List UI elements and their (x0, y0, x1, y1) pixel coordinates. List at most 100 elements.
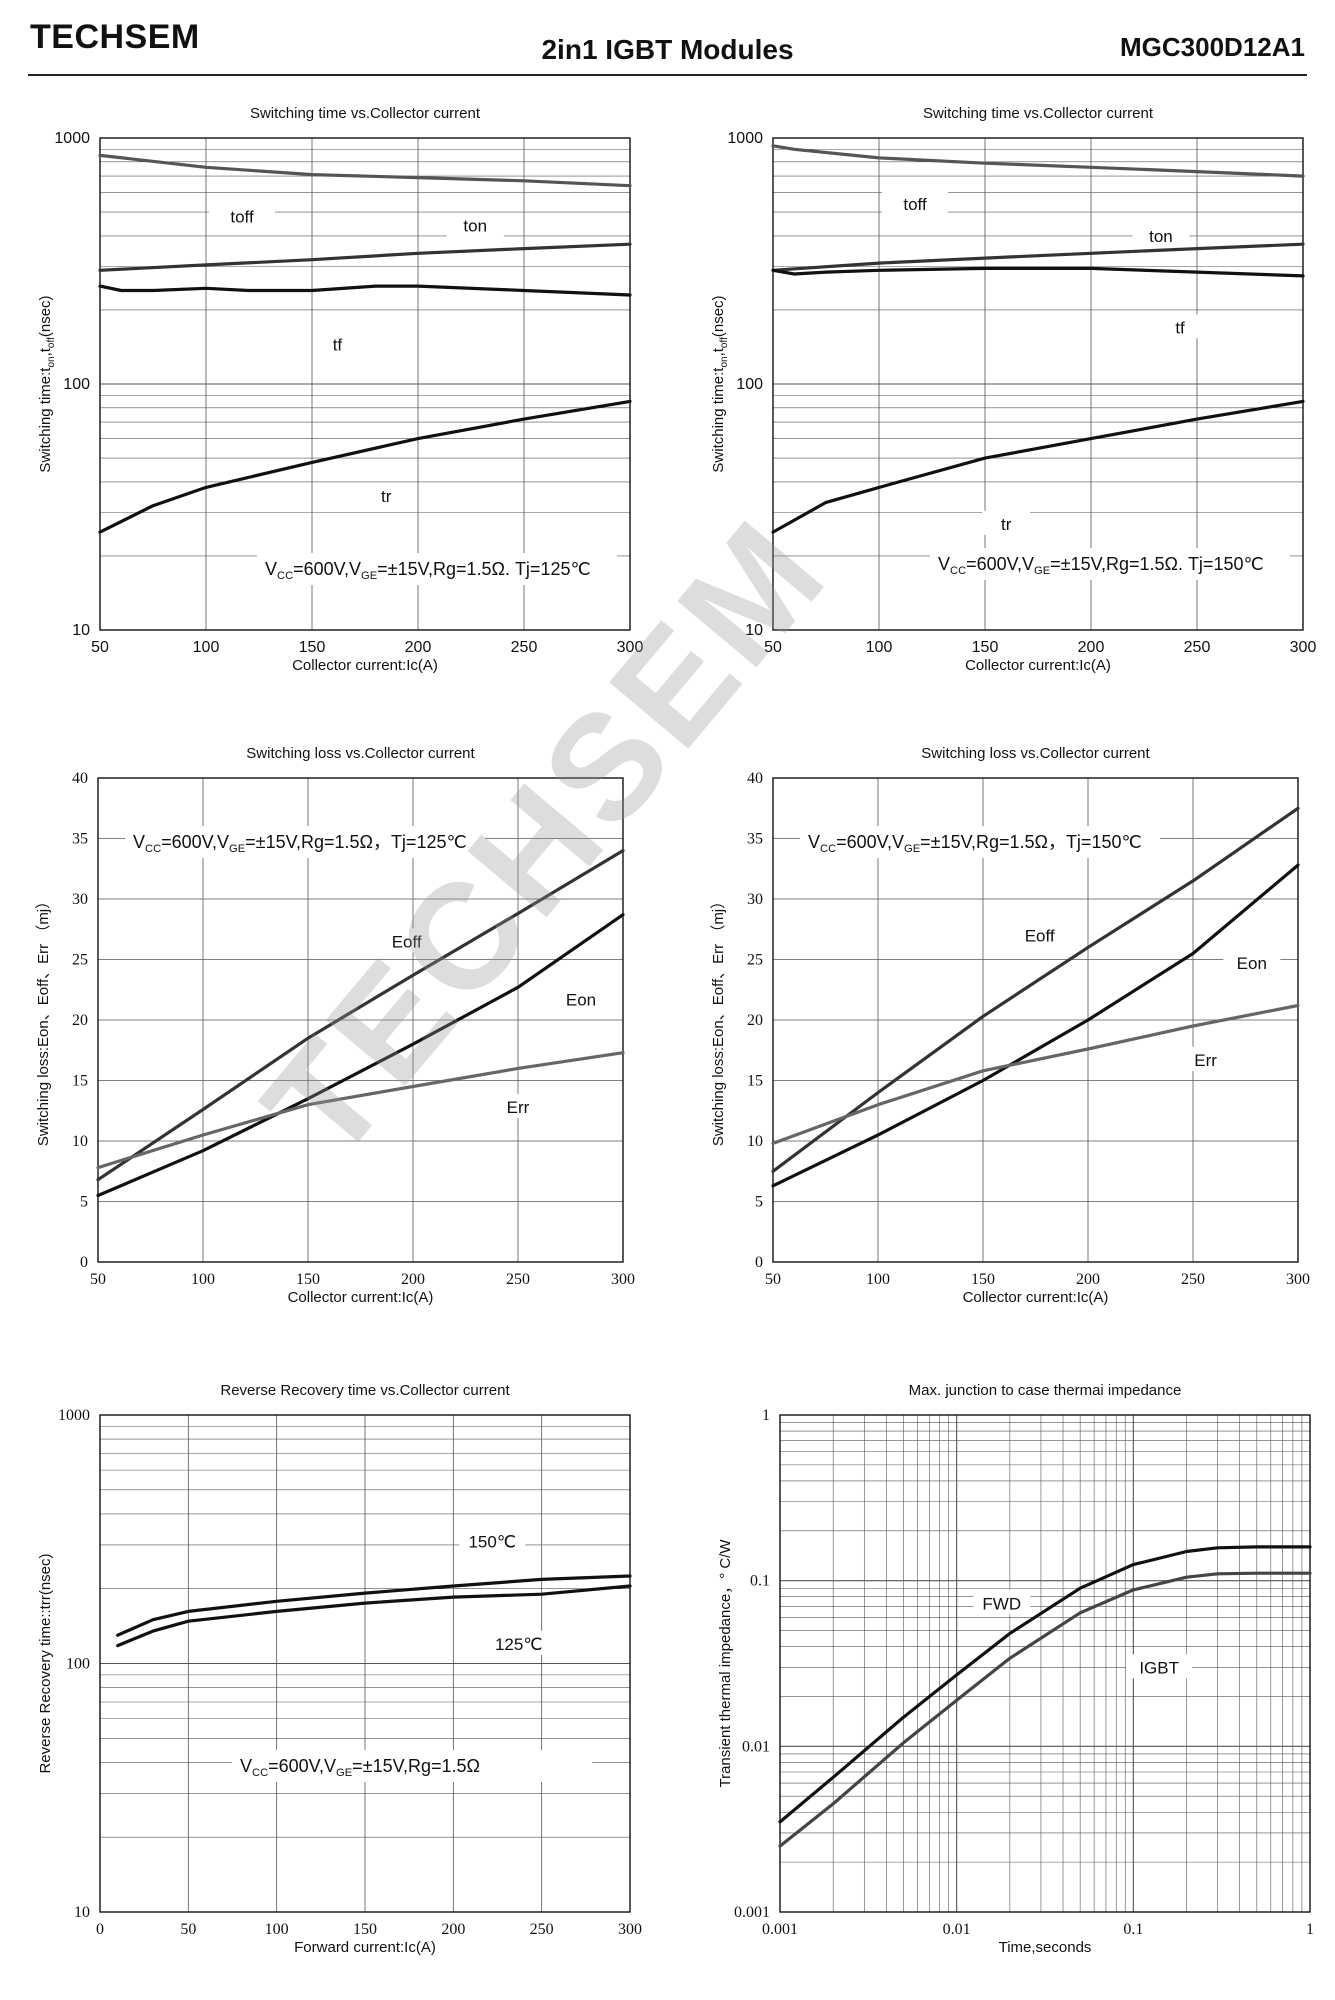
curve-label: Eoff (1025, 926, 1055, 945)
curve-label: FWD (982, 1594, 1021, 1613)
annotation-backdrop (800, 826, 1160, 858)
chart-title: Max. junction to case thermai impedance (909, 1382, 1182, 1399)
y-axis-label: Switching loss:Eon、Eoff、Err （mj） (710, 894, 727, 1146)
series-line-Eon (771, 863, 1300, 1188)
x-tick-label: 200 (441, 1921, 465, 1938)
x-tick-label: 200 (1078, 639, 1105, 656)
curve-label: tf (1175, 318, 1185, 337)
page-header: TECHSEM 2in1 IGBT Modules MGC300D12A1 (0, 0, 1335, 80)
chart-c6: 0.001 0.01 0.1 1 0.001 0.01 0.1 1 Max. junction … (717, 1382, 1314, 1956)
chart-title: Switching loss vs.Collector current (246, 745, 475, 762)
series-line-Eoff (771, 806, 1300, 1173)
series-line-Eon (96, 913, 625, 1198)
y-tick-label: 20 (72, 1012, 88, 1029)
x-axis-label: Forward current:Ic(A) (294, 1939, 436, 1956)
x-tick-label: 300 (1286, 1271, 1310, 1288)
chart-title: Switching loss vs.Collector current (921, 745, 1150, 762)
y-tick-label: 5 (80, 1194, 88, 1211)
y-tick-label: 0.01 (742, 1738, 770, 1755)
plot-frame (97, 777, 624, 1263)
test-conditions-annotation: VCC=600V,VGE=±15V,Rg=1.5Ω. Tj=150℃ (938, 554, 1264, 577)
curve-label: tr (1001, 515, 1012, 534)
chart-c2: 50 100 150 200 250 300 10 100 1000 Switching time… (710, 105, 1316, 674)
curve-label-backdrop (1223, 950, 1281, 975)
chart-c1: 50 100 150 200 250 300 10 100 1000 Switching time… (37, 105, 643, 674)
y-tick-label: 0.1 (750, 1573, 770, 1590)
x-tick-label: 1 (1306, 1921, 1314, 1938)
x-tick-label: 200 (1076, 1271, 1100, 1288)
x-tick-label: 50 (91, 639, 109, 656)
x-axis-label: Collector current:Ic(A) (965, 657, 1111, 674)
y-axis-label: Switching loss:Eon、Eoff、Err （mj） (35, 894, 52, 1146)
x-tick-label: 300 (611, 1271, 635, 1288)
y-axis-label: Switching time:ton,toff(nsec) (37, 295, 57, 472)
x-tick-label: 200 (405, 639, 432, 656)
y-axis-label: Transient thermal impedance，° C/W (717, 1539, 734, 1788)
y-tick-label: 10 (72, 622, 90, 639)
y-tick-label: 30 (72, 891, 88, 908)
curve-label-backdrop (1132, 222, 1190, 247)
curve-label: tr (381, 487, 392, 506)
y-tick-label: 35 (747, 831, 763, 848)
brand-logo-text: TECHSEM (30, 18, 200, 56)
y-axis-label: Reverse Recovery time::trr(nsec) (37, 1553, 54, 1773)
series-line-125 (116, 1584, 632, 1648)
series-line-tf (98, 284, 632, 297)
x-tick-label: 150 (971, 1271, 995, 1288)
x-tick-label: 100 (866, 639, 893, 656)
chart-c3: 50 100 150 200 250 300 0 5 10 15 20 25 30 35 40 Switchi… (35, 745, 635, 1306)
plot-frame (772, 137, 1304, 631)
chart-c4: 50 100 150 200 250 300 0 5 10 15 20 25 30 35 40 Switchi… (710, 745, 1310, 1306)
y-tick-label: 1000 (54, 130, 90, 147)
curve-label-backdrop (485, 1630, 552, 1655)
x-tick-label: 250 (506, 1271, 530, 1288)
y-tick-label: 30 (747, 891, 763, 908)
x-tick-label: 0.001 (762, 1921, 798, 1938)
y-tick-label: 10 (747, 1133, 763, 1150)
grid-lines (780, 1415, 1310, 1912)
test-conditions-annotation: VCC=600V,VGE=±15V,Rg=1.5Ω，Tj=150℃ (808, 832, 1142, 855)
curve-label: Eon (566, 990, 596, 1009)
chart-title: Switching time vs.Collector current (923, 105, 1154, 122)
x-tick-label: 100 (191, 1271, 215, 1288)
y-tick-label: 0 (80, 1254, 88, 1271)
chart-title: Switching time vs.Collector current (250, 105, 481, 122)
series-line-150 (116, 1574, 632, 1637)
plot-frame (99, 137, 631, 631)
y-tick-label: 5 (755, 1194, 763, 1211)
plot-frame (779, 1414, 1311, 1913)
annotation-backdrop (930, 548, 1290, 580)
curve-label: 125℃ (495, 1635, 542, 1654)
y-tick-label: 40 (747, 770, 763, 787)
x-tick-label: 50 (764, 639, 782, 656)
x-tick-label: 50 (180, 1921, 196, 1938)
series-line-FWD (778, 1545, 1312, 1824)
curve-label-backdrop (552, 986, 610, 1011)
annotation-backdrop (125, 826, 485, 858)
series-line-tf (771, 266, 1305, 278)
x-tick-label: 50 (765, 1271, 781, 1288)
x-tick-label: 0.1 (1123, 1921, 1143, 1938)
series-line-toff (98, 153, 632, 188)
series-line-Err (96, 1051, 625, 1170)
x-axis-label: Collector current:Ic(A) (292, 657, 438, 674)
curve-label: toff (903, 195, 927, 214)
grid-lines (99, 138, 631, 630)
curve-label: 150℃ (468, 1532, 515, 1551)
curve-label: IGBT (1139, 1658, 1179, 1677)
y-tick-label: 10 (72, 1133, 88, 1150)
curve-label-backdrop (313, 331, 362, 356)
y-tick-label: 10 (745, 622, 763, 639)
curve-label-backdrop (1126, 1654, 1193, 1679)
curve-label-backdrop (1177, 1046, 1235, 1071)
y-tick-label: 25 (72, 952, 88, 969)
curve-label-backdrop (362, 483, 411, 508)
x-tick-label: 150 (296, 1271, 320, 1288)
y-axis-label: Switching time:ton,toff(nsec) (710, 295, 730, 472)
y-tick-label: 15 (72, 1073, 88, 1090)
curve-label: Err (507, 1098, 530, 1117)
x-axis-label: Collector current:Ic(A) (288, 1289, 434, 1306)
x-tick-label: 250 (511, 639, 538, 656)
y-tick-label: 20 (747, 1012, 763, 1029)
